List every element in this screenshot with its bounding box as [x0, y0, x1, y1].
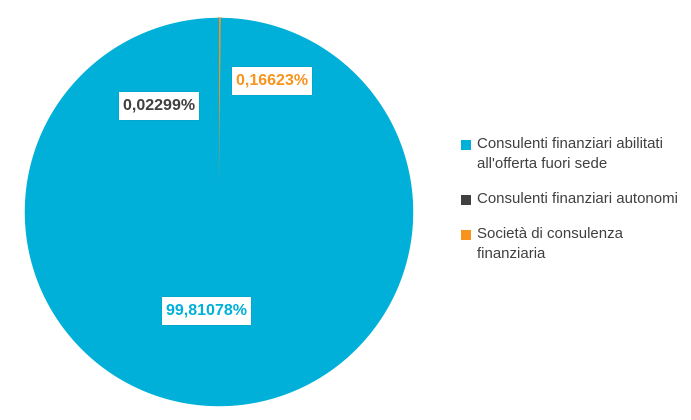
legend-swatch-icon: [461, 195, 471, 205]
legend-label: Consulenti finanziari abilitati all'offe…: [477, 135, 663, 172]
legend-item-consulenti-abilitati: Consulenti finanziari abilitati all'offe…: [461, 134, 689, 174]
legend-swatch-icon: [461, 230, 471, 240]
legend-item-societa-consulenza: Società di consulenza finanziaria: [461, 224, 689, 264]
data-label-consulenti-autonomi: 0,02299%: [119, 92, 200, 120]
pie-slice-consulenti-abilitati: [24, 17, 414, 407]
data-label-consulenti-abilitati: 99,81078%: [162, 297, 251, 325]
legend-swatch-icon: [461, 140, 471, 150]
legend-label: Società di consulenza finanziaria: [477, 225, 623, 262]
legend-label: Consulenti finanziari autonomi: [477, 190, 678, 207]
legend: Consulenti finanziari abilitati all'offe…: [461, 134, 689, 279]
data-label-societa-consulenza: 0,16623%: [232, 67, 313, 95]
legend-item-consulenti-autonomi: Consulenti finanziari autonomi: [461, 189, 689, 209]
